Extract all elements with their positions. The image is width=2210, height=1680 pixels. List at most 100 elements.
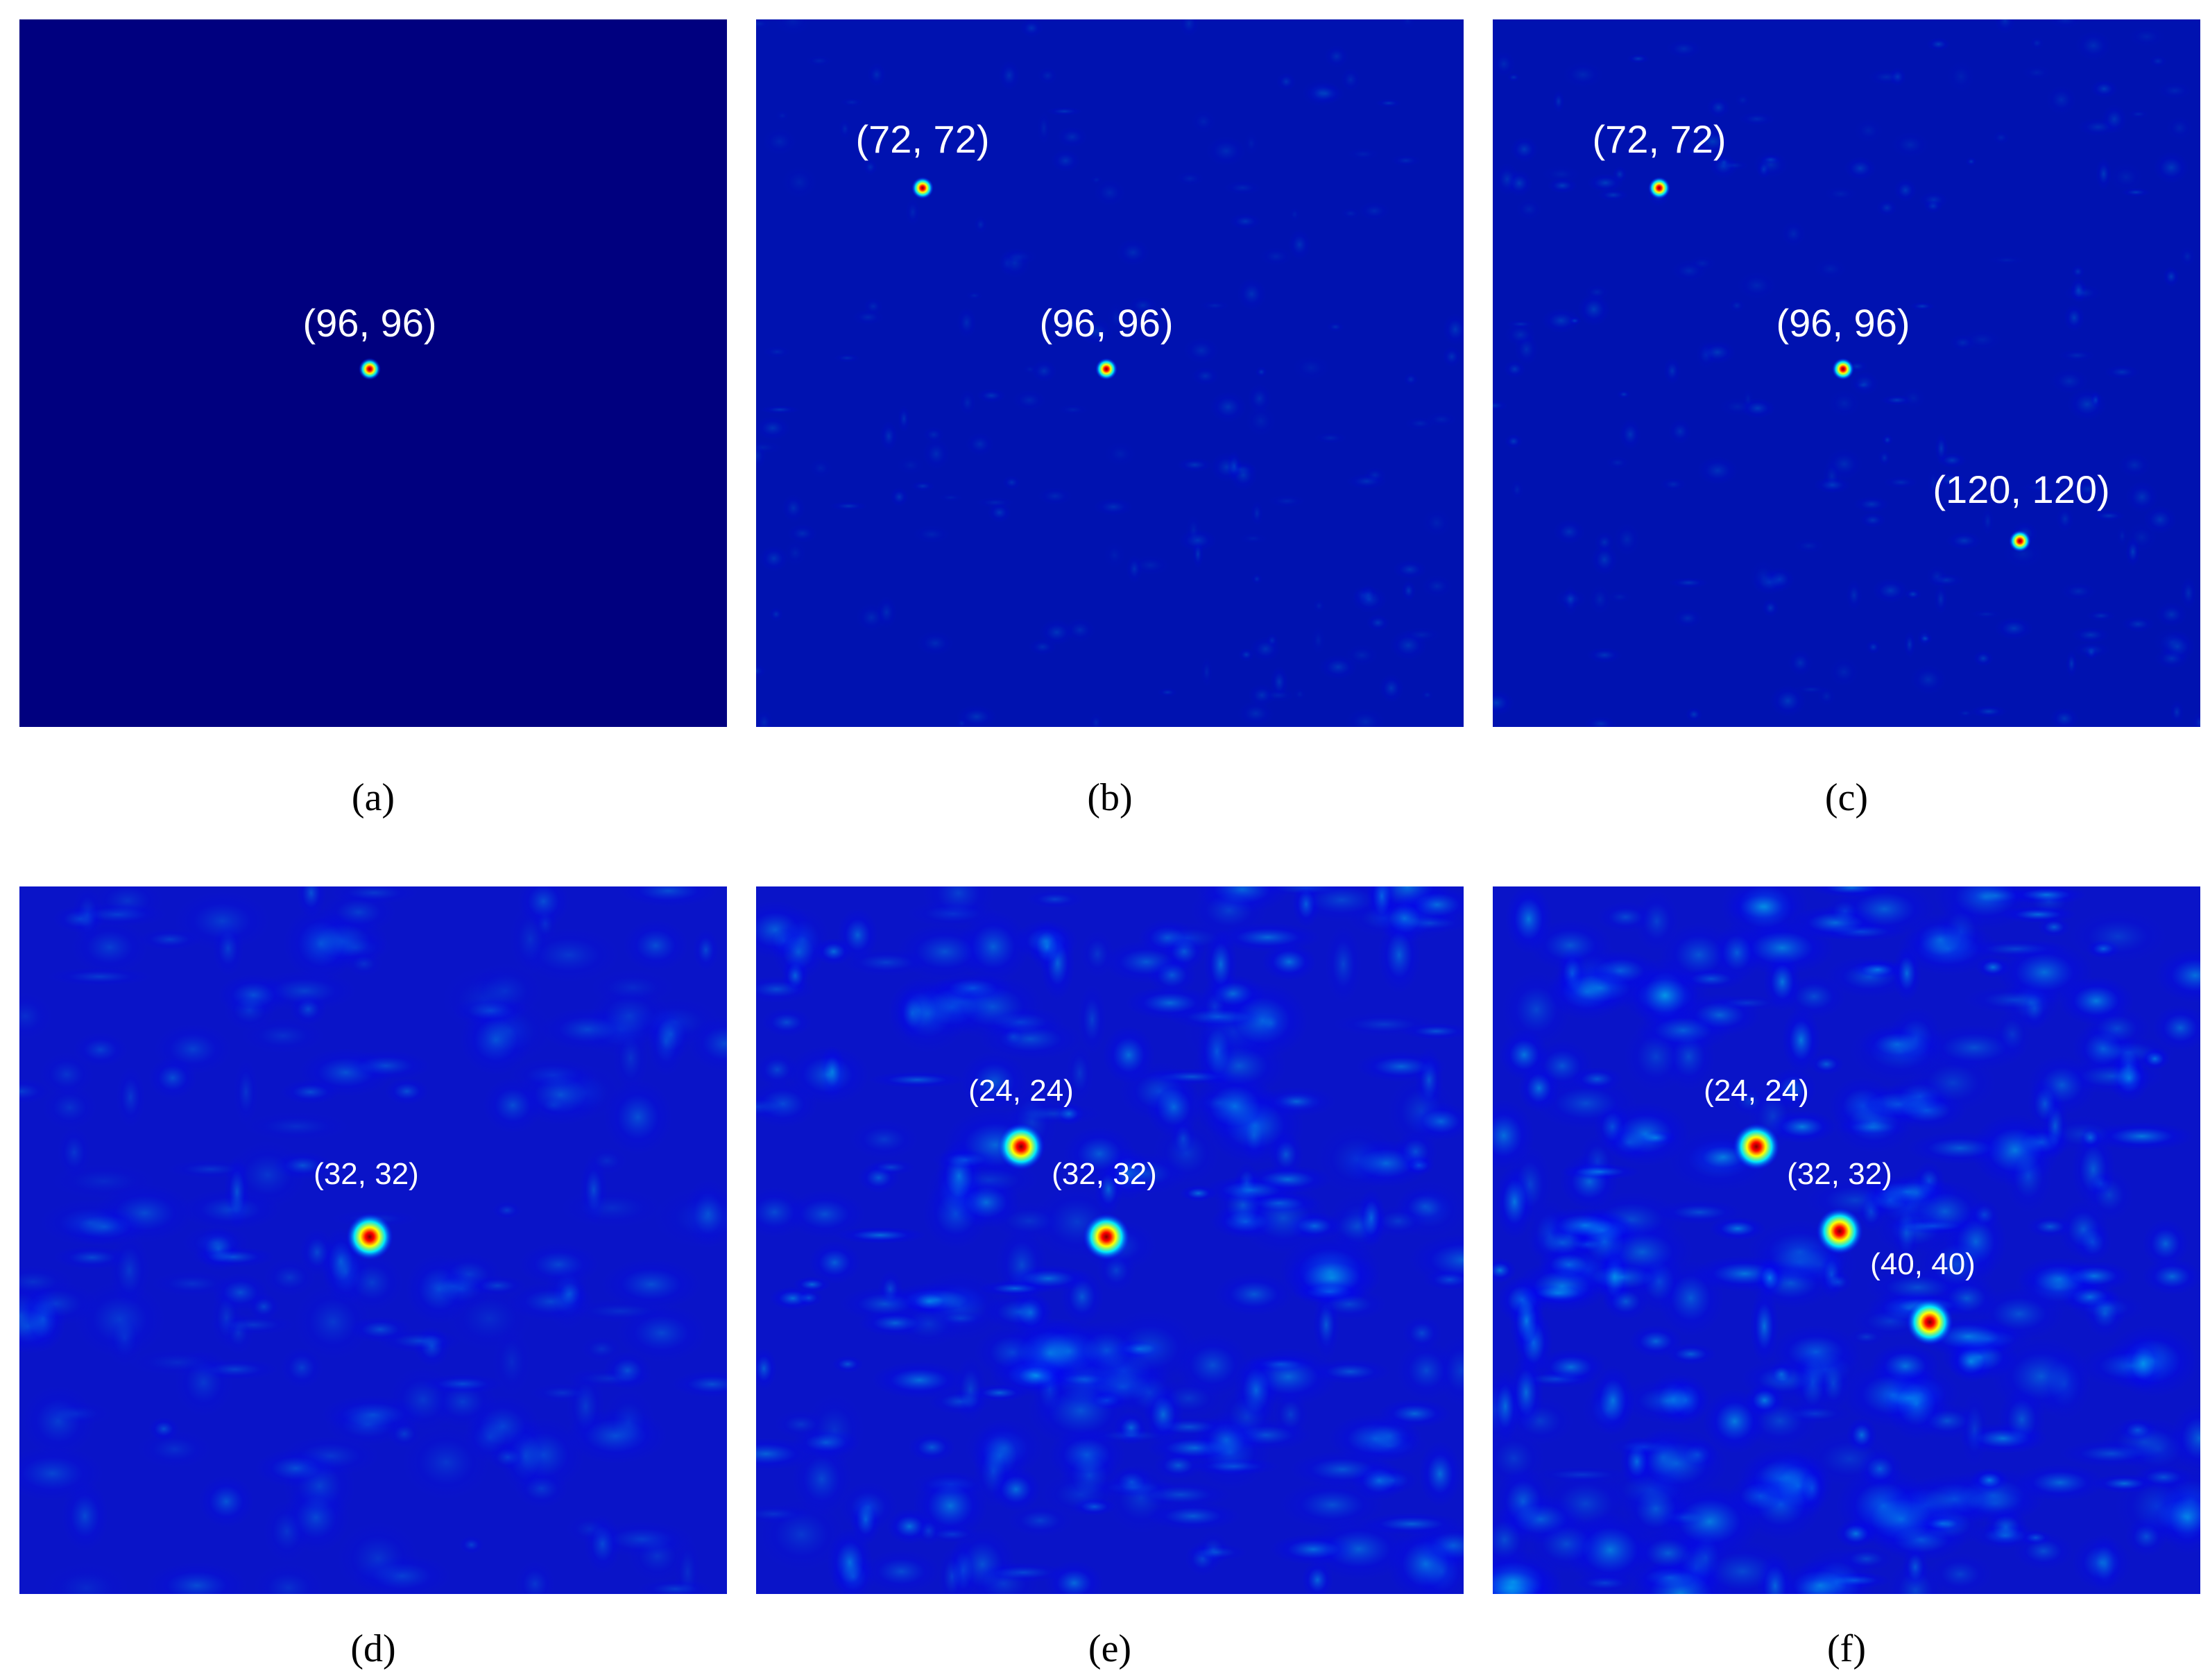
peak-label: (120, 120): [1933, 468, 2110, 511]
noise-blob: [1744, 1383, 1785, 1418]
panel-caption-b: (b): [1087, 776, 1133, 819]
noise-blob: [1832, 1093, 1916, 1154]
noise-blob: [1996, 941, 2093, 1004]
peak-spot: [911, 177, 934, 199]
noise-blob: [280, 1346, 323, 1389]
noise-blob: [834, 1226, 927, 1244]
noise-blob: [756, 415, 791, 440]
noise-blob: [1901, 1180, 1989, 1243]
noise-blob: [805, 55, 833, 67]
noise-blob: [1029, 920, 1065, 972]
noise-blob: [1506, 169, 1533, 197]
noise-blob: [2022, 65, 2052, 80]
noise-blob: [1708, 153, 1738, 179]
noise-blob: [1729, 298, 1745, 313]
peak-label: (72, 72): [855, 117, 990, 161]
noise-blob: [2030, 36, 2045, 50]
noise-blob: [915, 1516, 942, 1546]
noise-blob: [1305, 83, 1345, 104]
noise-blob: [1157, 687, 1178, 697]
noise-blob: [2169, 700, 2184, 724]
noise-blob: [1037, 111, 1051, 145]
noise-blob: [2071, 1534, 2132, 1591]
noise-blob: [1781, 1006, 1821, 1074]
noise-blob: [1588, 584, 1611, 615]
noise-blob: [73, 1031, 128, 1068]
noise-blob: [911, 481, 935, 492]
noise-blob: [1793, 538, 1824, 554]
noise-blob: [1853, 496, 1890, 513]
noise-blob: [1340, 207, 1361, 219]
noise-blob: [997, 251, 1016, 275]
noise-blob: [1402, 1315, 1442, 1351]
noise-blob: [1858, 1025, 1936, 1063]
noise-blob: [832, 1355, 864, 1373]
noise-blob: [1824, 186, 1858, 202]
noise-blob: [1607, 590, 1632, 603]
noise-blob: [1077, 984, 1107, 1055]
noise-blob: [1514, 333, 1539, 366]
noise-blob: [896, 455, 925, 475]
noise-blob: [1421, 574, 1453, 598]
noise-blob: [1973, 650, 1994, 667]
peak-label: (32, 32): [314, 1157, 419, 1191]
noise-blob: [1126, 554, 1143, 583]
noise-blob: [1199, 300, 1231, 311]
noise-blob: [756, 440, 783, 454]
noise-blob: [1738, 112, 1776, 126]
noise-blob: [1392, 560, 1428, 579]
noise-blob: [1616, 390, 1631, 399]
noise-blob: [1871, 578, 1910, 603]
noise-blob: [1494, 1164, 1534, 1240]
noise-blob: [1668, 418, 1693, 445]
noise-blob: [19, 1446, 104, 1502]
noise-blob: [70, 919, 149, 975]
noise-blob: [2084, 644, 2098, 661]
noise-blob: [991, 1466, 1041, 1512]
noise-blob: [280, 1079, 341, 1105]
noise-blob: [1844, 156, 1877, 180]
noise-blob: [2116, 525, 2128, 547]
noise-blob: [1154, 1450, 1203, 1480]
noise-blob: [866, 1158, 916, 1176]
noise-blob: [1400, 19, 1416, 30]
peak-spot: [1906, 1298, 1953, 1346]
noise-blob: [1881, 395, 1914, 406]
noise-blob: [515, 1560, 556, 1594]
noise-blob: [1315, 1123, 1399, 1195]
noise-blob: [692, 928, 719, 972]
noise-blob: [42, 1561, 131, 1594]
noise-blob: [938, 1547, 966, 1594]
noise-blob: [1751, 569, 1788, 595]
noise-blob: [966, 431, 995, 456]
noise-blob: [318, 932, 393, 963]
noise-blob: [1292, 354, 1330, 381]
noise-blob: [1994, 19, 2016, 34]
noise-blob: [1998, 1386, 2046, 1452]
noise-blob: [1857, 1449, 1903, 1489]
noise-blob: [1333, 1012, 1436, 1037]
noise-blob: [1853, 119, 1883, 143]
noise-blob: [427, 1266, 495, 1311]
noise-blob: [1376, 98, 1402, 108]
noise-blob: [1956, 709, 1974, 718]
noise-blob: [1845, 579, 1862, 611]
noise-blob: [1192, 539, 1204, 569]
noise-blob: [756, 1347, 778, 1390]
noise-blob: [960, 1051, 1029, 1113]
noise-blob: [289, 993, 327, 1026]
noise-blob: [1634, 890, 1680, 952]
noise-blob: [837, 908, 879, 962]
noise-blob: [1493, 689, 1515, 717]
noise-blob: [1775, 1560, 1865, 1594]
noise-blob: [1493, 51, 1516, 77]
noise-blob: [1360, 583, 1378, 606]
noise-blob: [42, 1084, 98, 1131]
noise-blob: [1838, 1546, 1895, 1572]
noise-blob: [1249, 636, 1282, 662]
panel-caption-f: (f): [1827, 1627, 1866, 1670]
noise-blob: [1012, 389, 1047, 411]
noise-blob: [1923, 198, 1943, 214]
noise-blob: [1935, 471, 1966, 489]
noise-blob: [1903, 631, 1916, 658]
